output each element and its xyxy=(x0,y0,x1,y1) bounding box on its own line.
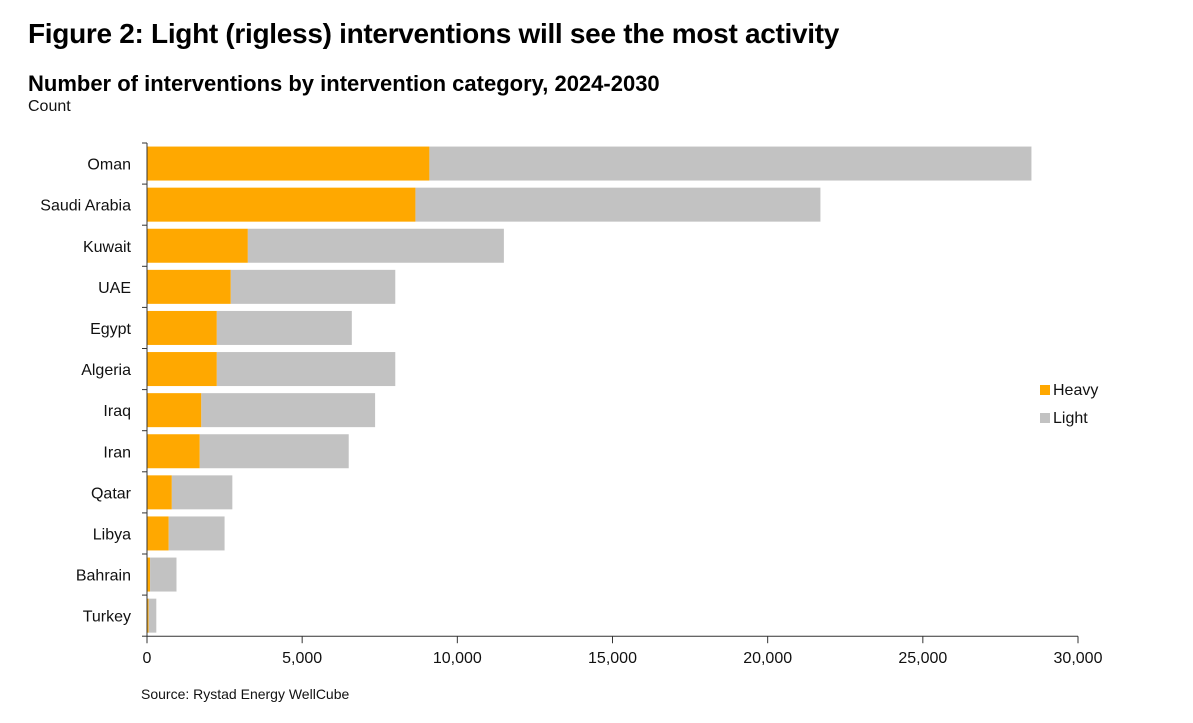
category-label: Libya xyxy=(93,526,131,543)
bar-heavy-bahrain xyxy=(147,557,151,592)
x-ticks: 0 5,000 10,000 15,000 20,000 25,000 30,000 xyxy=(143,636,1103,667)
bar-light-turkey xyxy=(148,598,157,633)
bar-heavy-libya xyxy=(147,516,169,551)
bar-heavy-iraq xyxy=(147,393,202,428)
axis-unit-label: Count xyxy=(28,98,71,115)
bar-light-qatar xyxy=(171,475,233,510)
category-label: Iraq xyxy=(103,403,131,420)
category-label: Iran xyxy=(103,444,131,461)
x-tick-label: 30,000 xyxy=(1054,650,1103,667)
bar-heavy-qatar xyxy=(147,475,172,510)
legend-label-light: Light xyxy=(1053,410,1088,427)
bar-heavy-turkey xyxy=(147,598,149,633)
bar-heavy-algeria xyxy=(147,352,217,387)
figure-title: Figure 2: Light (rigless) interventions … xyxy=(28,18,840,49)
category-label: Bahrain xyxy=(76,568,131,585)
x-tick-label: 0 xyxy=(143,650,152,667)
bar-light-uae xyxy=(230,269,396,304)
category-label: Qatar xyxy=(91,485,132,502)
bar-heavy-kuwait xyxy=(147,228,248,263)
category-label: Oman xyxy=(87,157,131,174)
legend: Heavy Light xyxy=(1040,382,1098,427)
category-label: Saudi Arabia xyxy=(40,198,131,215)
bar-heavy-uae xyxy=(147,269,231,304)
bars-group xyxy=(147,146,1032,633)
bar-heavy-oman xyxy=(147,146,430,181)
bar-heavy-egypt xyxy=(147,310,217,345)
legend-label-heavy: Heavy xyxy=(1053,382,1098,399)
x-tick-label: 5,000 xyxy=(282,650,322,667)
legend-swatch-light xyxy=(1040,413,1050,423)
x-tick-label: 20,000 xyxy=(743,650,792,667)
bar-light-libya xyxy=(168,516,225,551)
category-label: UAE xyxy=(98,280,131,297)
x-tick-label: 25,000 xyxy=(898,650,947,667)
category-label: Egypt xyxy=(90,321,131,338)
category-label: Turkey xyxy=(83,609,131,626)
bar-light-iraq xyxy=(201,393,376,428)
category-label: Algeria xyxy=(81,362,131,379)
source-note: Source: Rystad Energy WellCube xyxy=(141,686,350,702)
bar-light-iran xyxy=(199,434,349,469)
category-label: Kuwait xyxy=(83,239,132,256)
bar-heavy-iran xyxy=(147,434,200,469)
bar-light-oman xyxy=(429,146,1032,181)
legend-swatch-heavy xyxy=(1040,385,1050,395)
x-tick-label: 15,000 xyxy=(588,650,637,667)
bar-light-algeria xyxy=(216,352,396,387)
bar-heavy-saudi-arabia xyxy=(147,187,416,222)
chart-title: Number of interventions by intervention … xyxy=(28,71,660,96)
category-labels: Oman Saudi Arabia Kuwait UAE Egypt Algeria Ira… xyxy=(40,157,131,626)
bar-light-bahrain xyxy=(150,557,177,592)
bar-light-saudi-arabia xyxy=(415,187,821,222)
x-tick-label: 10,000 xyxy=(433,650,482,667)
bar-light-egypt xyxy=(216,310,352,345)
bar-light-kuwait xyxy=(247,228,504,263)
